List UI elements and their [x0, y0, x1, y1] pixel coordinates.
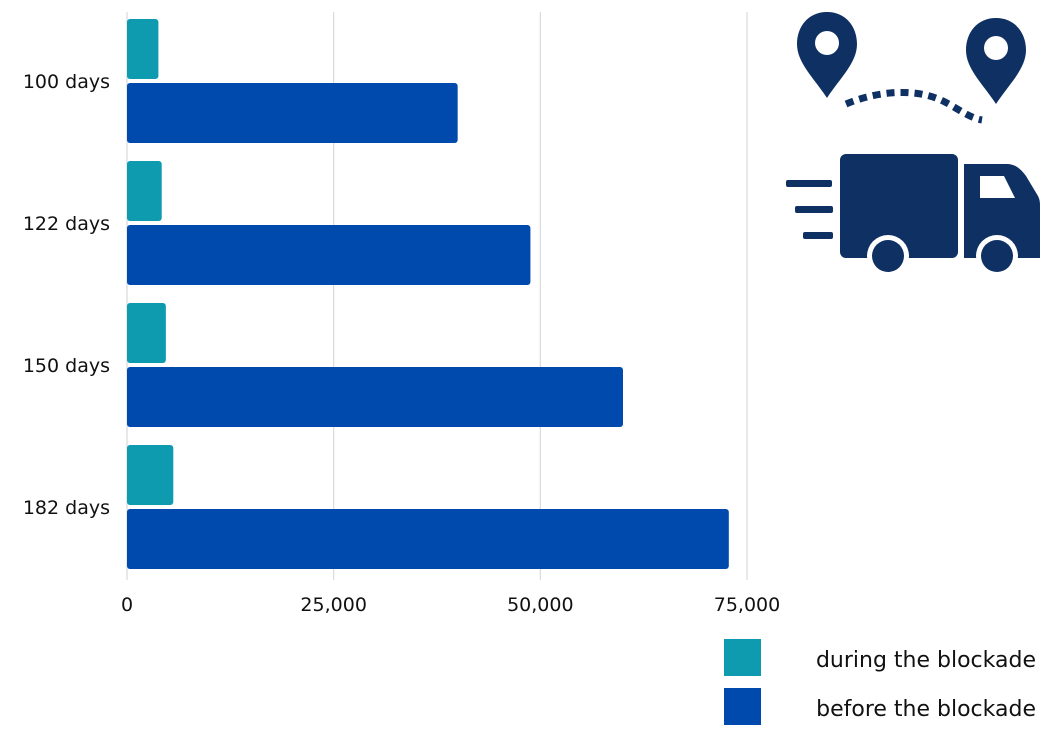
bar-during-4 [127, 445, 174, 505]
delivery-truck-icon [786, 154, 1040, 277]
category-label: 150 days [23, 355, 110, 377]
bar-during-3 [127, 303, 166, 363]
bar-before-3 [127, 367, 623, 427]
x-tick-label: 50,000 [507, 594, 573, 616]
legend-label-1: during the blockade [816, 648, 1036, 673]
location-pin-icon [797, 12, 857, 98]
category-label: 100 days [23, 71, 110, 93]
location-pin-icon [966, 18, 1026, 104]
logistics-illustration [786, 12, 1040, 277]
category-label: 182 days [23, 497, 110, 519]
x-tick-label: 0 [121, 594, 133, 616]
legend-swatch-2 [724, 688, 761, 725]
legend: during the blockade before the blockade [724, 639, 1036, 725]
bar-before-2 [127, 225, 531, 285]
x-tick-label: 25,000 [300, 594, 366, 616]
bar-before-4 [127, 509, 729, 569]
bar-before-1 [127, 83, 458, 143]
bars [127, 19, 729, 569]
bar-during-2 [127, 161, 162, 221]
x-tick-label: 75,000 [714, 594, 780, 616]
bar-during-1 [127, 19, 159, 79]
axes: 100 days 122 days 150 days 182 days 0 25,000 5… [23, 71, 780, 616]
legend-swatch-1 [724, 639, 761, 676]
category-label: 122 days [23, 213, 110, 235]
dotted-route-icon [844, 88, 983, 124]
legend-label-2: before the blockade [816, 697, 1036, 722]
